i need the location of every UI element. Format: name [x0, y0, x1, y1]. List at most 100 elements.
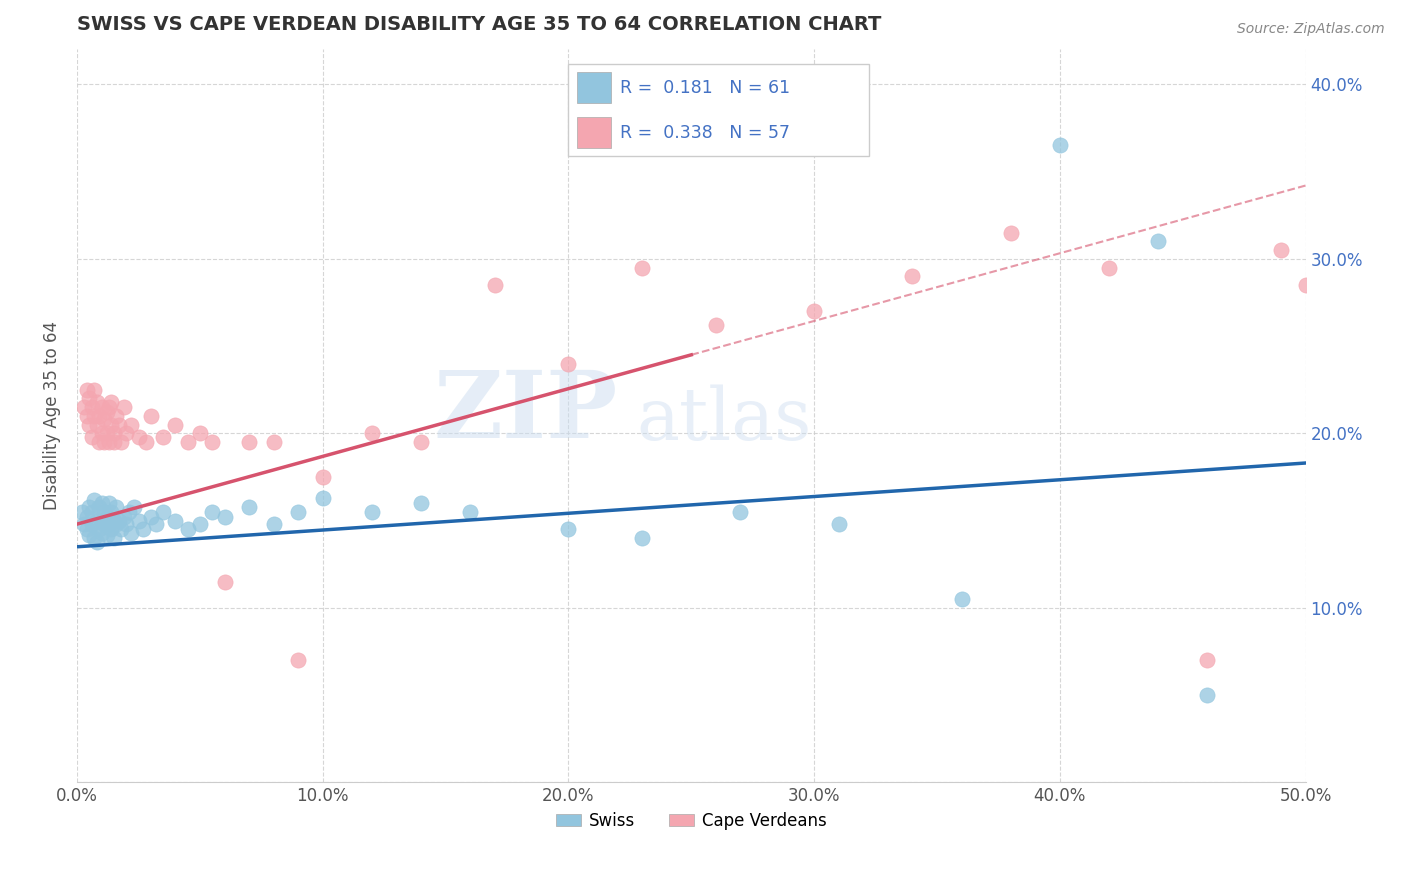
Point [828, 517, 851, 532]
Point [96, 426, 118, 441]
Point [73, 400, 96, 414]
Point [83, 492, 105, 507]
Point [188, 517, 211, 532]
Legend: Swiss, Cape Verdeans: Swiss, Cape Verdeans [550, 805, 834, 837]
Text: atlas: atlas [636, 384, 811, 455]
Point [118, 505, 141, 519]
Point [361, 505, 384, 519]
Point [312, 470, 335, 484]
Point [105, 500, 128, 514]
Point [93, 435, 115, 450]
Point [120, 417, 142, 432]
Point [86, 514, 108, 528]
Point [76, 409, 98, 423]
Point [79, 527, 101, 541]
Point [458, 505, 481, 519]
Point [100, 522, 122, 536]
Point [93, 517, 115, 532]
Point [110, 522, 132, 536]
Point [135, 435, 157, 450]
Point [165, 514, 187, 528]
Point [115, 517, 138, 532]
Point [287, 505, 309, 519]
Point [76, 522, 98, 536]
Point [93, 505, 115, 519]
Point [89, 500, 111, 514]
Point [100, 395, 122, 409]
Point [90, 426, 112, 441]
Point [105, 517, 128, 532]
Point [1197, 688, 1219, 702]
Point [100, 417, 122, 432]
Point [96, 405, 118, 419]
Point [238, 435, 260, 450]
Point [90, 514, 112, 528]
Point [79, 392, 101, 406]
Point [803, 304, 825, 318]
Point [122, 500, 145, 514]
Point [80, 505, 103, 519]
Point [83, 531, 105, 545]
Point [115, 426, 138, 441]
Point [86, 417, 108, 432]
Point [631, 531, 654, 545]
Point [89, 435, 111, 450]
Point [409, 496, 432, 510]
Point [1098, 260, 1121, 275]
Point [96, 510, 118, 524]
Point [80, 430, 103, 444]
Point [139, 409, 162, 423]
Point [139, 510, 162, 524]
Point [103, 435, 125, 450]
Point [132, 522, 155, 536]
Point [79, 500, 101, 514]
Point [312, 491, 335, 505]
Point [76, 510, 98, 524]
Point [98, 400, 121, 414]
Point [80, 517, 103, 532]
Point [1049, 138, 1071, 153]
Point [201, 435, 224, 450]
Point [108, 514, 131, 528]
Point [1147, 235, 1170, 249]
Point [214, 510, 236, 524]
Point [188, 426, 211, 441]
Point [176, 435, 198, 450]
Text: SWISS VS CAPE VERDEAN DISABILITY AGE 35 TO 64 CORRELATION CHART: SWISS VS CAPE VERDEAN DISABILITY AGE 35 … [77, 15, 882, 34]
Point [76, 383, 98, 397]
Point [128, 514, 150, 528]
Point [214, 574, 236, 589]
Point [70, 505, 93, 519]
Point [120, 525, 142, 540]
Point [145, 517, 167, 532]
Text: ZIP: ZIP [433, 368, 617, 458]
Point [238, 500, 260, 514]
Point [89, 522, 111, 536]
Point [103, 531, 125, 545]
Point [98, 496, 121, 510]
Point [287, 653, 309, 667]
Point [90, 525, 112, 540]
Point [950, 592, 973, 607]
Point [557, 357, 579, 371]
Point [361, 426, 384, 441]
Point [1000, 226, 1022, 240]
Y-axis label: Disability Age 35 to 64: Disability Age 35 to 64 [44, 321, 60, 510]
Point [96, 527, 118, 541]
Point [90, 400, 112, 414]
Point [484, 278, 506, 293]
Point [263, 435, 285, 450]
Point [110, 435, 132, 450]
Point [103, 426, 125, 441]
Point [112, 400, 135, 414]
Text: Source: ZipAtlas.com: Source: ZipAtlas.com [1237, 22, 1385, 37]
Point [98, 435, 121, 450]
Point [1197, 653, 1219, 667]
Point [409, 435, 432, 450]
Point [80, 400, 103, 414]
Point [89, 409, 111, 423]
Point [704, 318, 727, 333]
Point [263, 517, 285, 532]
Point [108, 417, 131, 432]
Point [105, 409, 128, 423]
